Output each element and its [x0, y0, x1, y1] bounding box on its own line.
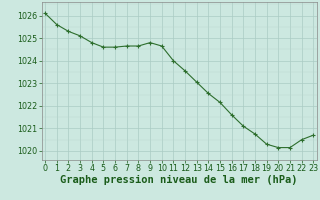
- X-axis label: Graphe pression niveau de la mer (hPa): Graphe pression niveau de la mer (hPa): [60, 175, 298, 185]
